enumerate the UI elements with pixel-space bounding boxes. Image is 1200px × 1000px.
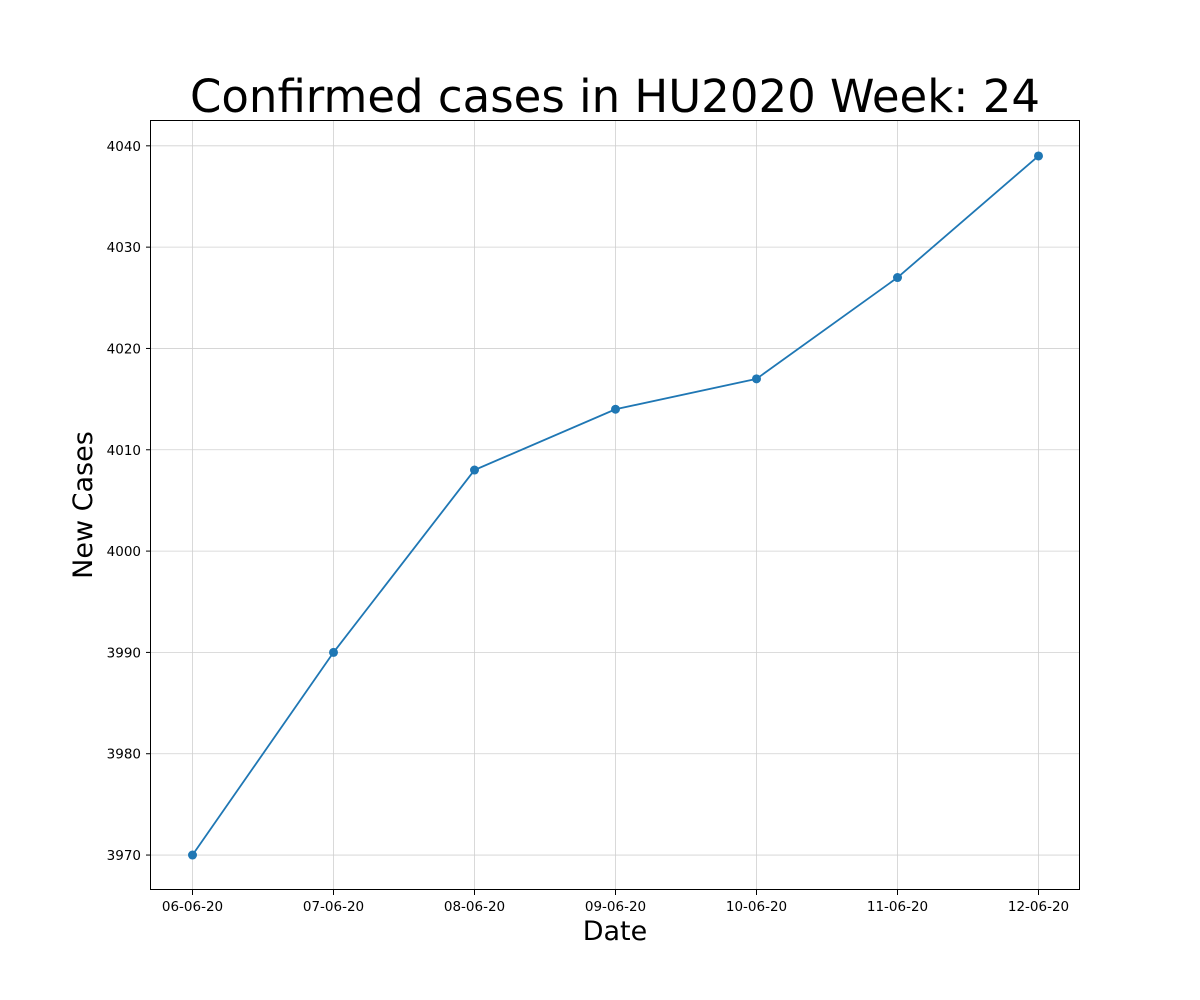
y-tick-label: 3970 (107, 848, 141, 864)
y-tick-label: 4000 (107, 544, 141, 560)
x-tick-label: 11-06-20 (867, 899, 928, 915)
y-tick-label: 3990 (107, 645, 141, 661)
x-axis: 06-06-20 07-06-20 08-06-20 09-06-20 10-06-20… (162, 890, 1069, 915)
data-point (329, 647, 338, 657)
x-tick-label: 12-06-20 (1008, 899, 1069, 915)
data-point (752, 374, 761, 384)
grid-lines (151, 121, 1080, 890)
y-tick-label: 4020 (107, 341, 141, 357)
data-point (470, 465, 479, 475)
x-tick-label: 10-06-20 (726, 899, 787, 915)
x-axis-label: Date (583, 916, 648, 947)
data-point (1034, 151, 1043, 161)
y-tick-label: 3980 (107, 747, 141, 763)
y-axis-label: New Cases (68, 431, 99, 579)
series-group (188, 151, 1043, 860)
y-tick-label: 4040 (107, 139, 141, 155)
y-axis: 3970 3980 3990 4000 4010 4020 4030 4040 (107, 139, 151, 864)
data-point (893, 273, 902, 283)
data-point (611, 404, 620, 414)
x-tick-label: 07-06-20 (303, 899, 364, 915)
data-point (188, 850, 197, 860)
chart-title: Confirmed cases in HU2020 Week: 24 (190, 70, 1040, 123)
y-tick-label: 4010 (107, 443, 141, 459)
x-tick-label: 06-06-20 (162, 899, 223, 915)
y-tick-label: 4030 (107, 240, 141, 256)
x-tick-label: 08-06-20 (444, 899, 505, 915)
x-tick-label: 09-06-20 (585, 899, 646, 915)
plot-frame (150, 120, 1080, 890)
